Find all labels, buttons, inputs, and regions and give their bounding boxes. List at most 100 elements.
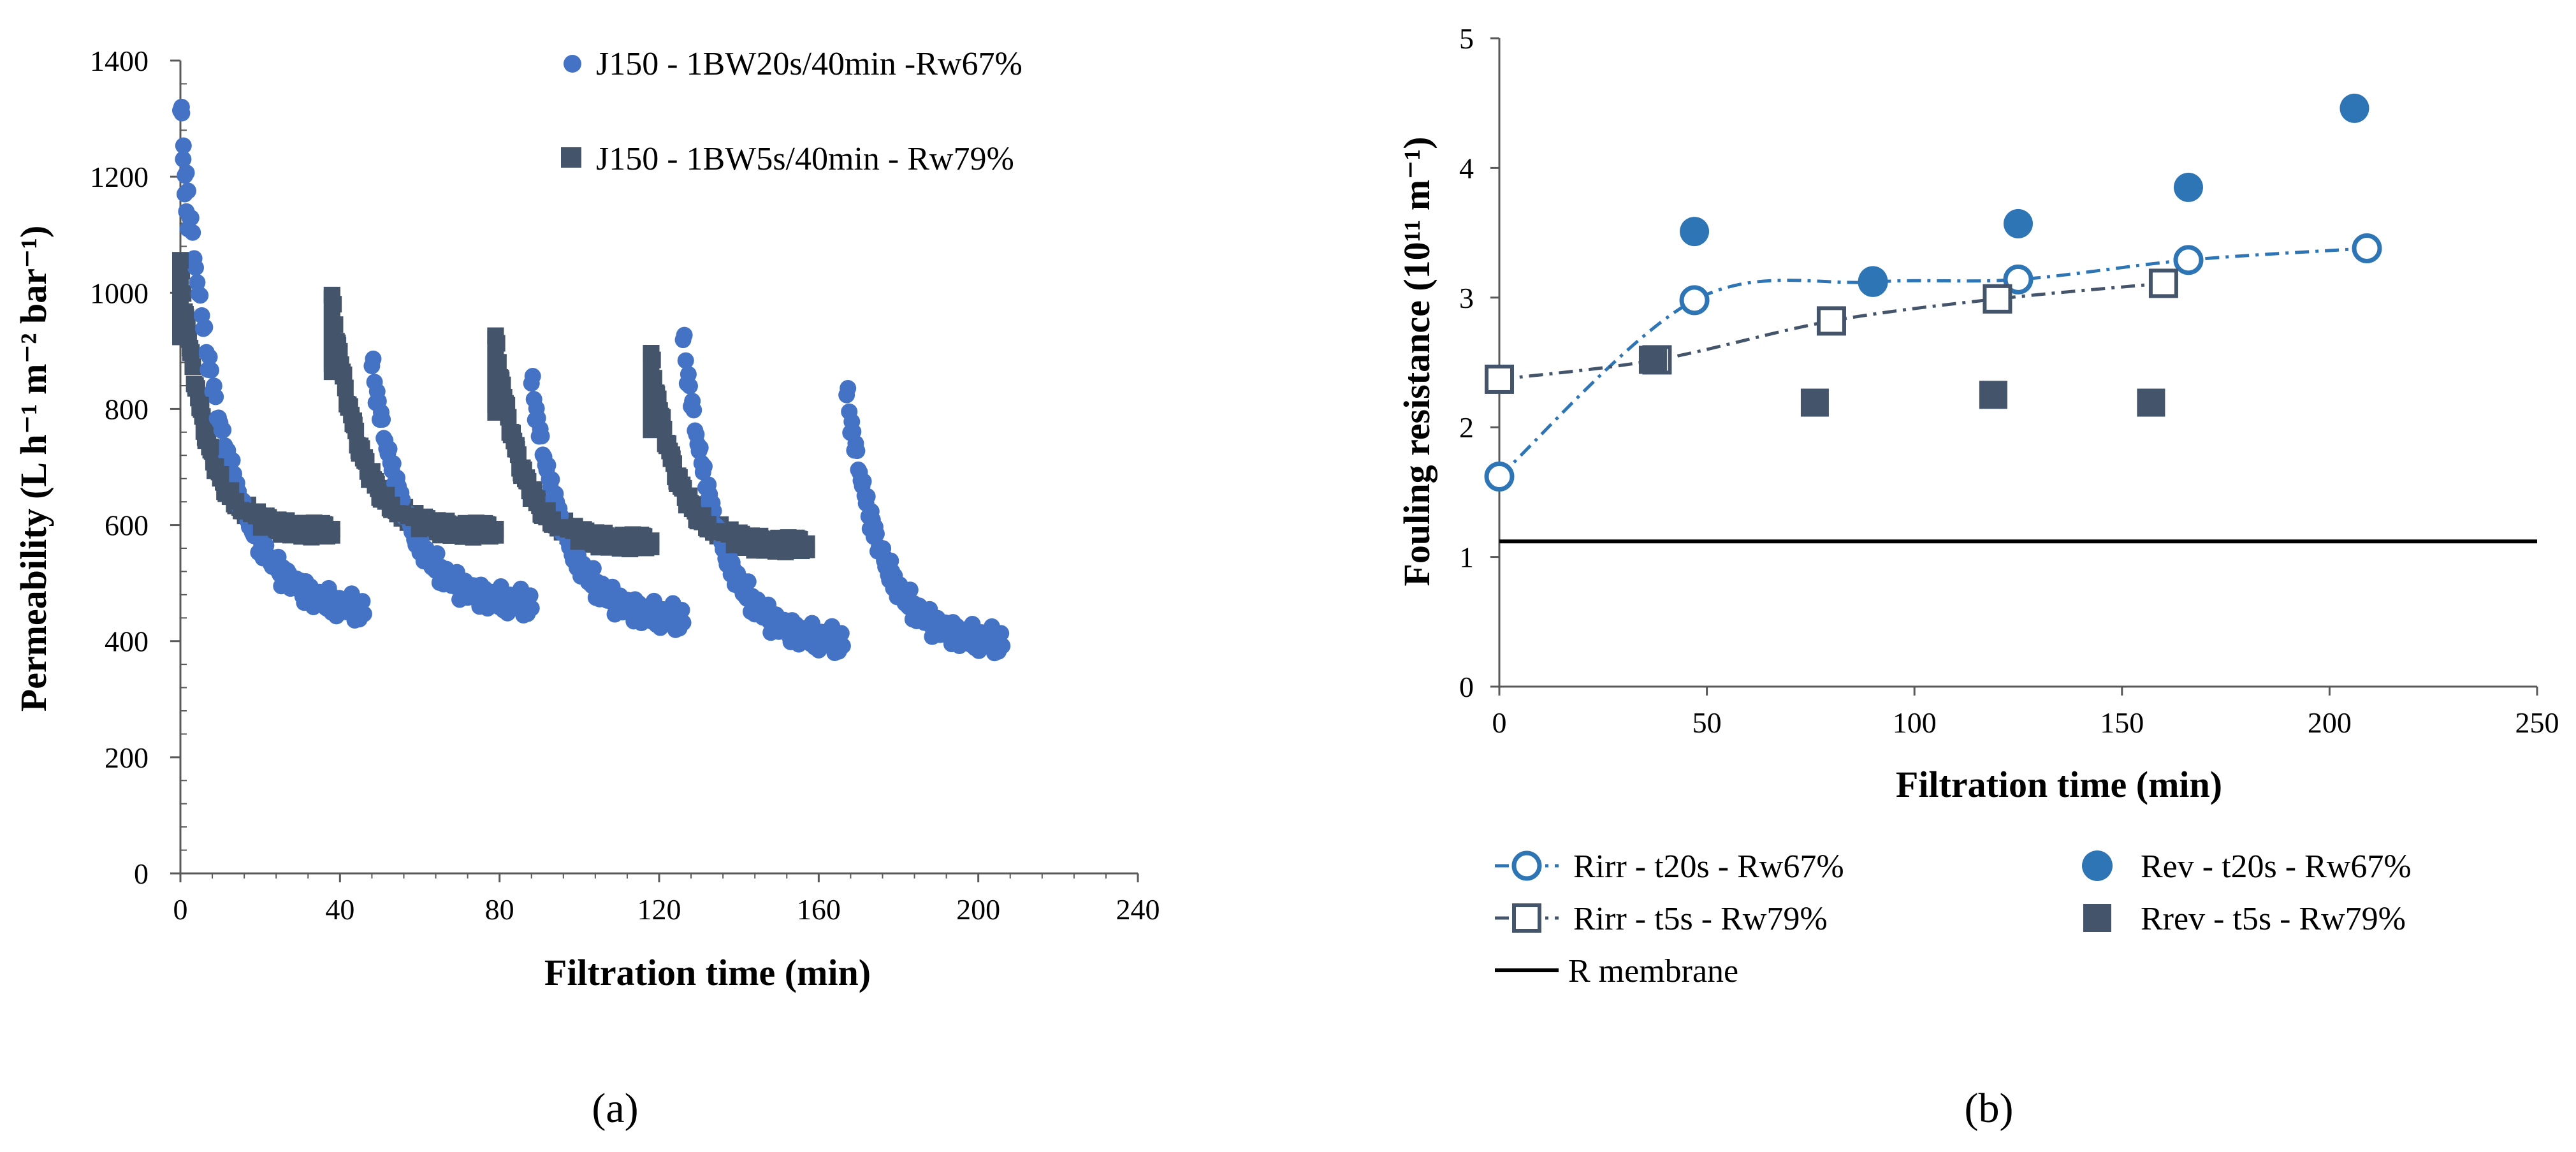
chart-a-legend: J150 - 1BW20s/40min -Rw67% J150 - 1BW5s/…: [561, 46, 1022, 177]
chart-a-y-axis-title: Permeability (L h⁻¹ m⁻² bar⁻¹): [13, 226, 54, 712]
chart-b-legend-label-rrev-t5s: Rrev - t5s - Rw79%: [2141, 901, 2406, 937]
chart-a-y-tick-label: 1400: [90, 45, 149, 77]
chart-a-point-series-2: [653, 411, 670, 428]
chart-b-point-open-circle: [1484, 461, 1515, 492]
chart-a-point-series-1: [381, 441, 398, 458]
chart-a-point-series-1: [374, 411, 391, 428]
chart-a-point-series-1: [215, 421, 232, 439]
chart-a-point-series-2: [487, 327, 504, 344]
chart-a-point-series-2: [192, 397, 209, 414]
chart-a-point-series-1: [901, 581, 919, 599]
chart-b-point-filled-square: [1800, 388, 1829, 417]
chart-a-point-series-1: [840, 379, 857, 397]
chart-b-y-tick-labels: 0 1 2 3 4 5: [1459, 22, 1474, 703]
chart-b-x-axis-title: Filtration time (min): [1896, 764, 2222, 805]
chart-b-legend-label-rirr-t5s: Rirr - t5s - Rw79%: [1573, 901, 1828, 937]
chart-b-y-tick-label: 2: [1459, 411, 1474, 444]
chart-a-point-series-2: [329, 334, 346, 351]
chart-b-point-filled-square: [2137, 388, 2165, 417]
chart-a-x-axis-title: Filtration time (min): [544, 952, 871, 993]
chart-a-y-tick-label: 800: [105, 393, 149, 425]
chart-a-legend-square-marker: [561, 147, 581, 168]
chart-a-point-series-1: [521, 587, 539, 604]
chart-a-y-tick-label: 1200: [90, 161, 149, 193]
chart-b-legend-label-rirr-t20s: Rirr - t20s - Rw67%: [1573, 849, 1844, 885]
chart-a-point-series-1: [524, 368, 541, 385]
chart-a-point-series-1: [178, 164, 195, 182]
chart-a-point-series-1: [201, 349, 218, 366]
chart-a-point-series-2: [492, 370, 509, 387]
chart-a-point-series-2: [212, 465, 229, 483]
chart-a-y-tick-label: 0: [134, 857, 149, 890]
chart-a-point-series-1: [175, 150, 192, 168]
chart-a-y-tick-label: 200: [105, 741, 149, 774]
chart-b: 0 1 2 3 4 5 0 50 100 150 200 250 Filtration time (…: [1396, 22, 2559, 989]
chart-b-legend: Rirr - t20s - Rw67% Rev - t20s - Rw67% R…: [1495, 849, 2412, 989]
chart-a-point-series-1: [848, 442, 866, 460]
chart-a-point-series-1: [695, 458, 713, 475]
chart-a-point-series-1: [834, 638, 851, 655]
chart-b-point-filled-circle: [2340, 93, 2369, 123]
chart-a-y-tick-label: 1000: [90, 277, 149, 309]
chart-a-point-series-2: [518, 469, 535, 486]
panel-label-b: (b): [1965, 1085, 2014, 1132]
chart-a-point-series-1: [224, 452, 241, 469]
chart-a-point-series-1: [993, 625, 1010, 642]
chart-a-point-series-2: [172, 252, 189, 269]
chart-a-point-series-1: [543, 471, 560, 488]
chart-a-point-series-2: [356, 449, 374, 466]
chart-a-point-series-1: [196, 319, 214, 336]
chart-a-x-tick-label: 160: [797, 893, 841, 926]
chart-b-point-filled-circle: [1680, 217, 1710, 247]
chart-a-point-series-1: [674, 614, 692, 631]
chart-a-point-series-1: [739, 573, 757, 590]
chart-a-legend-label-series-2: J150 - 1BW5s/40min - Rw79%: [596, 141, 1014, 177]
chart-a-point-series-2: [323, 520, 340, 537]
chart-a-point-series-1: [428, 545, 446, 562]
chart-b-y-tick-label: 4: [1459, 152, 1474, 184]
chart-b-y-tick-label: 5: [1459, 22, 1474, 55]
chart-a-point-series-1: [173, 98, 190, 115]
chart-b-x-tick-label: 50: [1692, 706, 1722, 739]
chart-b-point-filled-square: [1638, 346, 1667, 374]
chart-a-point-series-1: [365, 350, 382, 367]
chart-a-point-series-1: [354, 593, 371, 610]
chart-b-x-tick-label: 250: [2515, 706, 2559, 739]
chart-b-point-filled-circle: [2173, 172, 2203, 202]
chart-a-point-series-2: [323, 286, 340, 303]
panel-label-a: (a): [592, 1085, 638, 1132]
chart-b-data-points: [1484, 93, 2382, 492]
chart-b-point-filled-circle: [2004, 208, 2033, 238]
chart-a-x-tick-label: 240: [1116, 893, 1160, 926]
chart-b-y-tick-label: 3: [1459, 282, 1474, 314]
chart-a-data-points: [172, 98, 1011, 662]
chart-a-point-series-2: [346, 412, 363, 429]
chart-b-legend-marker-rirr-t5s: [1512, 903, 1541, 933]
chart-a-point-series-1: [207, 388, 224, 405]
chart-a-point-series-2: [664, 446, 681, 463]
chart-a-x-tick-label: 200: [956, 893, 1000, 926]
chart-a-legend-circle-marker: [564, 55, 581, 73]
chart-a-y-tick-labels: 0 200 400 600 800 1000 1200 1400: [90, 45, 149, 890]
chart-a-point-series-1: [859, 488, 876, 505]
chart-b-point-filled-circle: [1858, 266, 1888, 296]
chart-a-point-series-1: [994, 638, 1011, 655]
chart-a-point-series-1: [176, 186, 193, 203]
chart-b-legend-marker-rev-t20s: [2082, 850, 2113, 881]
chart-b-point-open-circle: [1679, 285, 1710, 316]
chart-a-point-series-1: [202, 361, 219, 379]
chart-a-y-tick-label: 400: [105, 625, 149, 658]
chart-a-point-series-1: [833, 625, 850, 642]
chart-a-x-tick-label: 120: [637, 893, 681, 926]
chart-a-x-tick-label: 40: [325, 893, 354, 926]
chart-a-point-series-2: [487, 520, 504, 537]
chart-a-point-series-1: [673, 601, 690, 618]
chart-b-x-tick-label: 0: [1492, 706, 1507, 739]
chart-a-point-series-2: [177, 305, 194, 323]
chart-b-legend-marker-rirr-t20s: [1511, 850, 1542, 881]
chart-a-point-series-1: [187, 259, 204, 276]
chart-a-legend-label-series-1: J150 - 1BW20s/40min -Rw67%: [596, 46, 1022, 82]
chart-a-point-series-1: [192, 287, 209, 304]
chart-a-point-series-2: [798, 535, 815, 552]
chart-a-point-series-2: [648, 384, 665, 402]
